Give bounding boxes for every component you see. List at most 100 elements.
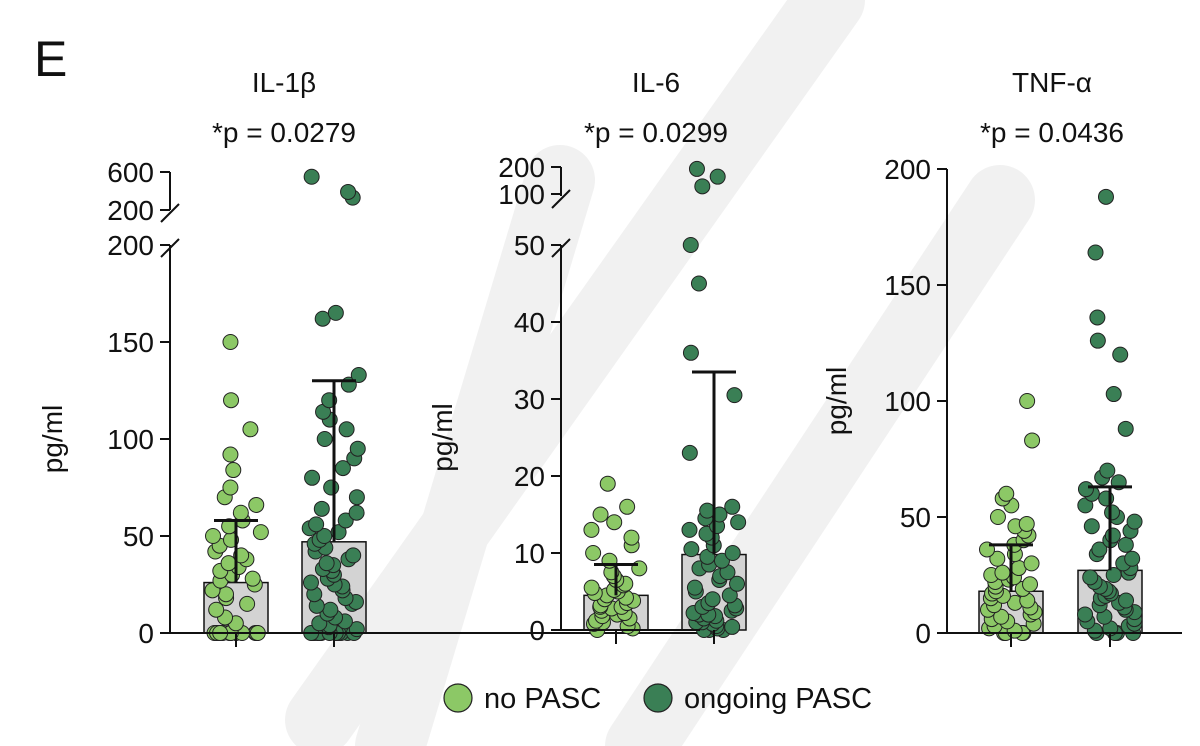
y-axis-label: pg/ml	[37, 405, 68, 473]
data-point	[337, 512, 354, 529]
data-point	[348, 489, 365, 506]
data-point	[1077, 481, 1094, 498]
data-point	[322, 601, 339, 618]
watermark-stroke-2	[605, 165, 1035, 746]
panel-label: E	[34, 31, 67, 87]
data-point	[244, 570, 261, 587]
data-point	[998, 485, 1015, 502]
charts: IL-1β*p = 0.0279pg/ml050100150200200600I…	[37, 67, 1182, 649]
data-point	[1083, 518, 1100, 535]
data-point	[993, 608, 1010, 625]
y-tick-label: 100	[498, 179, 545, 210]
data-point	[592, 506, 609, 523]
data-point	[248, 496, 265, 513]
data-point	[1087, 244, 1104, 261]
y-tick-label: 600	[107, 157, 154, 188]
data-point	[724, 545, 741, 561]
data-point	[1024, 432, 1041, 449]
y-tick-label: 200	[107, 195, 154, 226]
axis-break-mark	[551, 238, 571, 258]
axis-break-mark	[160, 203, 180, 223]
data-point	[1117, 420, 1134, 437]
y-tick-label: 20	[514, 461, 545, 492]
y-tick-label: 200	[884, 154, 931, 185]
data-point	[1099, 462, 1116, 479]
data-point	[704, 591, 721, 608]
y-tick-label: 0	[138, 618, 154, 649]
data-point	[304, 469, 321, 486]
y-tick-label: 0	[915, 618, 931, 649]
data-point	[1077, 606, 1094, 623]
data-point	[327, 304, 344, 321]
y-axis-label: pg/ml	[427, 403, 458, 471]
data-point	[606, 514, 623, 531]
chart-subtitle: *p = 0.0279	[212, 117, 356, 148]
y-tick-label: 100	[884, 386, 931, 417]
axis-break-mark	[551, 189, 571, 209]
data-point	[1018, 515, 1035, 532]
watermark-stroke-1	[355, 145, 595, 746]
data-point	[223, 392, 240, 409]
data-point	[1019, 393, 1036, 409]
data-point	[721, 587, 738, 604]
data-point	[688, 160, 705, 177]
data-point	[218, 586, 235, 603]
chart-title: IL-1β	[252, 67, 316, 98]
legend: no PASC ongoing PASC	[443, 683, 872, 715]
data-point	[989, 509, 1006, 525]
chart-title: TNF-α	[1012, 67, 1092, 98]
data-point	[585, 545, 602, 561]
data-point	[583, 521, 600, 538]
y-tick-label: 50	[514, 230, 545, 261]
data-point	[682, 237, 699, 253]
legend-label-0: no PASC	[484, 683, 601, 715]
data-point	[690, 275, 707, 292]
legend-marker-0	[443, 683, 473, 713]
data-point	[1091, 541, 1108, 558]
data-point	[239, 595, 256, 612]
data-point	[1104, 527, 1121, 544]
data-point	[323, 479, 340, 496]
data-point	[314, 310, 331, 327]
data-point	[1105, 386, 1122, 403]
data-point	[225, 462, 242, 479]
legend-marker-1	[643, 683, 673, 713]
chart-0: IL-1β *p = 0.0279 pg/ml 0 50 100 150 200 200 600	[37, 67, 700, 649]
data-point	[1023, 555, 1040, 572]
data-point	[303, 168, 320, 185]
chart-title: IL-6	[632, 67, 680, 98]
data-point	[623, 529, 640, 546]
axis-break-mark	[160, 238, 180, 258]
y-tick-label: 100	[107, 424, 154, 455]
data-point	[726, 387, 743, 404]
data-point	[345, 547, 362, 564]
data-point	[208, 601, 225, 618]
y-tick-label: 50	[900, 502, 931, 533]
data-point	[1097, 188, 1114, 205]
data-point	[316, 431, 333, 447]
watermark	[285, 0, 1035, 746]
y-tick-label: 200	[107, 230, 154, 261]
data-point	[686, 579, 703, 596]
data-point	[619, 498, 636, 515]
data-point	[318, 555, 335, 572]
data-point	[349, 440, 366, 457]
data-point	[232, 504, 249, 521]
data-point	[729, 575, 746, 592]
data-point	[681, 444, 698, 461]
y-tick-label: 10	[514, 538, 545, 569]
y-tick-label: 200	[498, 152, 545, 183]
data-point	[694, 178, 711, 195]
y-tick-label: 150	[884, 270, 931, 301]
y-tick-label: 150	[107, 327, 154, 358]
data-point	[1089, 332, 1106, 349]
data-point	[1082, 569, 1099, 586]
data-point	[713, 552, 730, 569]
y-tick-label: 30	[514, 384, 545, 415]
data-point	[994, 564, 1011, 581]
data-point	[989, 550, 1006, 567]
y-axis-label: pg/ml	[821, 367, 852, 435]
data-point	[1126, 513, 1143, 530]
data-point	[1124, 550, 1141, 567]
